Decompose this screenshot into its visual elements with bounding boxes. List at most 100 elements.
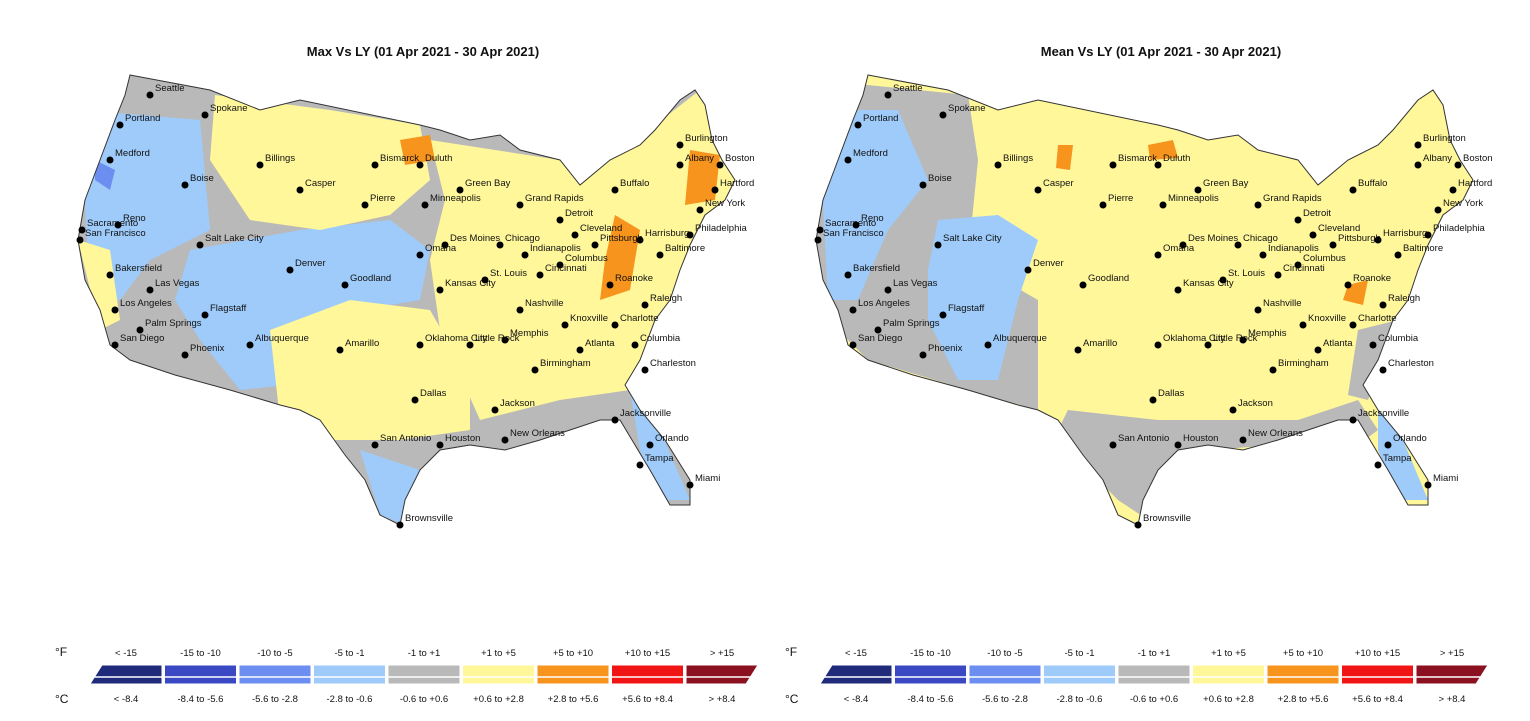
city-dot [1154, 161, 1162, 169]
legend-swatch [164, 664, 237, 685]
city-dot [852, 221, 860, 229]
city-dot [994, 161, 1002, 169]
city-label: San Francisco [85, 228, 146, 239]
city-label: Philadelphia [695, 223, 747, 234]
city-label: New Orleans [1248, 428, 1303, 439]
city-dot [1109, 161, 1117, 169]
legend-c-label: -2.8 to -0.6 [1057, 694, 1103, 705]
city-label: Omaha [1163, 243, 1195, 254]
city-dot [1274, 271, 1282, 279]
city-label: Hartford [720, 178, 754, 189]
city-label: Omaha [425, 243, 457, 254]
city-dot [919, 181, 927, 189]
legend-c-label: +2.8 to +5.6 [548, 694, 599, 705]
city-label: Denver [1033, 258, 1064, 269]
city-dot [1349, 186, 1357, 194]
map-title: Mean Vs LY (01 Apr 2021 - 30 Apr 2021) [1041, 44, 1281, 59]
city-label: Seattle [155, 83, 185, 94]
city-dot [711, 186, 719, 194]
city-dot [501, 336, 509, 344]
city-label: Charleston [650, 358, 696, 369]
legend-swatch [1266, 664, 1340, 685]
city-label: Detroit [565, 208, 593, 219]
city-dot [411, 396, 419, 404]
city-dot [611, 186, 619, 194]
city-dot [1449, 186, 1457, 194]
city-label: Philadelphia [1433, 223, 1485, 234]
city-dot [441, 241, 449, 249]
city-label: St. Louis [490, 268, 527, 279]
city-label: Amarillo [1083, 338, 1117, 349]
legend-swatch [462, 664, 535, 685]
city-dot [111, 306, 119, 314]
legend-swatch [1341, 664, 1414, 685]
city-label: Las Vegas [893, 278, 938, 289]
legend-c-label: -5.6 to -2.8 [252, 694, 298, 705]
city-label: Columbia [1378, 333, 1419, 344]
city-dot [106, 271, 114, 279]
city-dot [1349, 321, 1357, 329]
city-label: Birmingham [540, 358, 591, 369]
city-label: Pierre [1108, 193, 1133, 204]
city-label: Medford [853, 148, 888, 159]
city-dot [1424, 481, 1432, 489]
city-dot [456, 186, 464, 194]
city-label: Indianapolis [1268, 243, 1319, 254]
legend-c-label: +2.8 to +5.6 [1278, 694, 1329, 705]
city-dot [1379, 366, 1387, 374]
legend-swatch [313, 664, 386, 685]
city-dot [1234, 241, 1242, 249]
city-label: Boise [190, 173, 214, 184]
legend-c-label: < -8.4 [844, 694, 869, 705]
city-label: Kansas City [445, 278, 496, 289]
city-label: Salt Lake City [205, 233, 264, 244]
city-dot [1159, 201, 1167, 209]
city-label: Portland [125, 113, 160, 124]
city-label: Jacksonville [620, 408, 671, 419]
city-dot [1294, 261, 1302, 269]
legend-f-label: +1 to +5 [481, 648, 516, 659]
legend-f-label: +1 to +5 [1211, 648, 1246, 659]
city-label: Seattle [893, 83, 923, 94]
map-left: Max Vs LY (01 Apr 2021 - 30 Apr 2021) Se… [76, 44, 755, 529]
city-label: New York [1443, 198, 1483, 209]
city-label: Oklahoma City [1163, 333, 1226, 344]
city-label: Indianapolis [530, 243, 581, 254]
city-label: Des Moines [1188, 233, 1238, 244]
city-label: Cleveland [580, 223, 622, 234]
city-dot [1349, 416, 1357, 424]
city-dot [496, 241, 504, 249]
city-dot [336, 346, 344, 354]
city-label: Columbus [1303, 253, 1346, 264]
city-label: Houston [1183, 433, 1218, 444]
city-label: Billings [1003, 153, 1033, 164]
city-dot [516, 306, 524, 314]
city-label: Pittsburgh [600, 233, 643, 244]
city-dot [556, 216, 564, 224]
city-label: Boston [1463, 153, 1493, 164]
city-dot [686, 231, 694, 239]
city-label: Flagstaff [948, 303, 985, 314]
city-label: Sacramento [825, 218, 876, 229]
legend-swatch [387, 664, 461, 685]
city-dot [396, 521, 404, 529]
city-label: Atlanta [1323, 338, 1353, 349]
city-label: Medford [115, 148, 150, 159]
city-label: Spokane [948, 103, 986, 114]
city-dot [421, 201, 429, 209]
city-label: San Diego [858, 333, 902, 344]
city-dot [1374, 236, 1382, 244]
city-label: Portland [863, 113, 898, 124]
city-dot [416, 161, 424, 169]
legend-c-label: -5.6 to -2.8 [982, 694, 1028, 705]
city-dot [1254, 201, 1262, 209]
city-dot [106, 156, 114, 164]
city-dot [1374, 461, 1382, 469]
legend-c-label: +0.6 to +2.8 [473, 694, 524, 705]
city-label: Pierre [370, 193, 395, 204]
legend-swatch [238, 664, 312, 685]
legend-f-label: -1 to +1 [408, 648, 440, 659]
city-label: Des Moines [450, 233, 500, 244]
city-dot [361, 201, 369, 209]
city-dot [201, 111, 209, 119]
